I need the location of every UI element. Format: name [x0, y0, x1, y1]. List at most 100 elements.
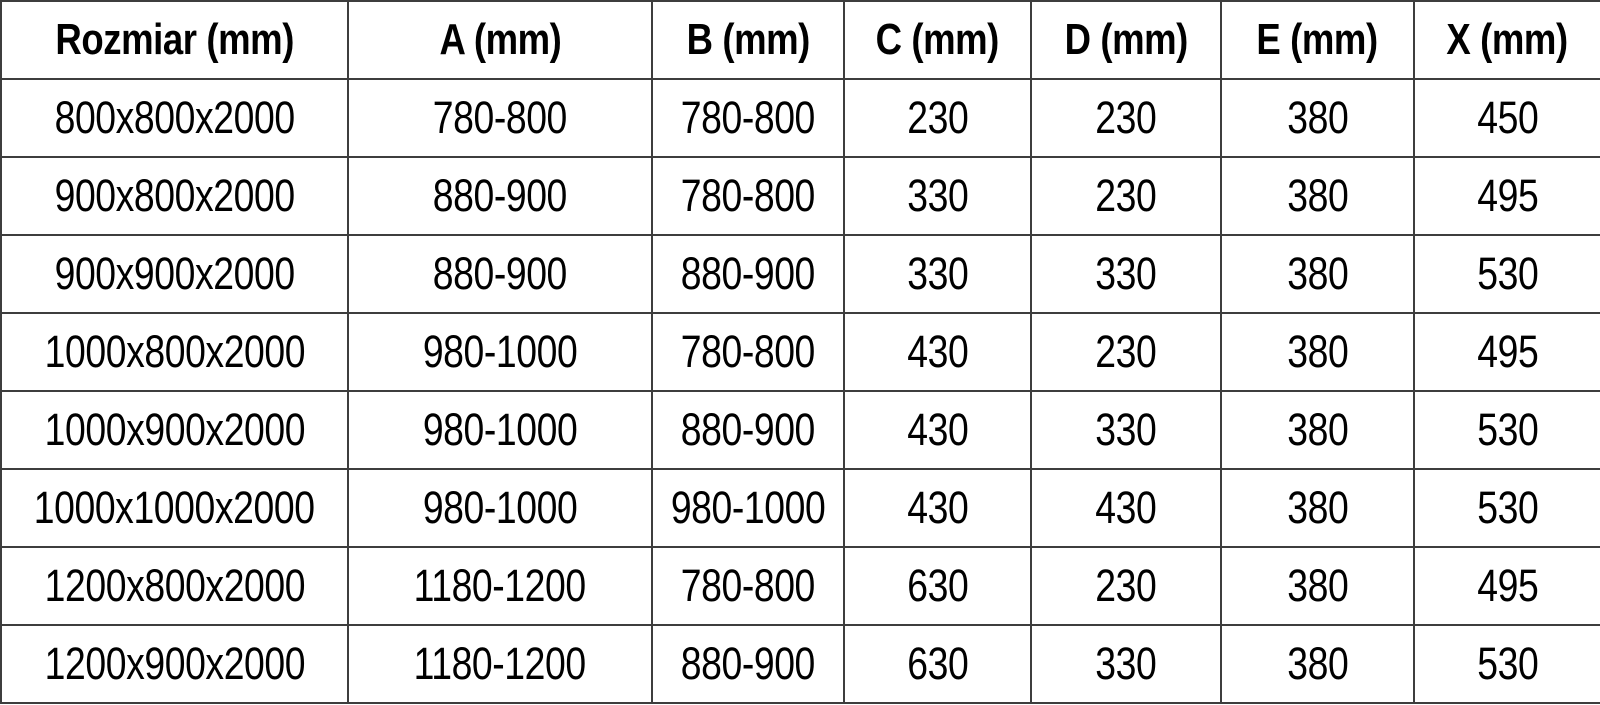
table-cell-e: 380 [1220, 234, 1415, 314]
cell-text: 230 [1095, 170, 1157, 221]
table-cell-c: 430 [843, 468, 1032, 548]
table-cell-b: 780-800 [651, 546, 845, 626]
cell-text: 800x800x2000 [54, 92, 295, 143]
column-header-a: A (mm) [347, 0, 653, 80]
table-cell-d: 230 [1030, 546, 1222, 626]
table-cell-rozmiar: 1000x900x2000 [0, 390, 349, 470]
cell-text: 780-800 [680, 170, 816, 221]
table-cell-c: 630 [843, 624, 1032, 704]
cell-text: 330 [906, 170, 969, 221]
cell-text: 230 [1095, 560, 1157, 611]
table-row: 1000x800x2000 980-1000 780-800 430 230 3… [0, 312, 1600, 392]
table-cell-c: 330 [843, 234, 1032, 314]
cell-text: 1000x1000x2000 [34, 482, 315, 533]
column-header-label: B (mm) [686, 15, 810, 64]
table-cell-rozmiar: 900x900x2000 [0, 234, 349, 314]
table-cell-rozmiar: 900x800x2000 [0, 156, 349, 236]
cell-text: 880-900 [432, 248, 568, 299]
cell-text: 980-1000 [422, 482, 578, 533]
table-cell-c: 230 [843, 78, 1032, 158]
table-cell-rozmiar: 1000x800x2000 [0, 312, 349, 392]
table-cell-rozmiar: 1200x900x2000 [0, 624, 349, 704]
cell-text: 1180-1200 [413, 560, 587, 611]
cell-text: 530 [1476, 482, 1539, 533]
cell-text: 330 [1095, 248, 1157, 299]
table-cell-b: 780-800 [651, 78, 845, 158]
table-cell-d: 230 [1030, 312, 1222, 392]
cell-text: 230 [1095, 92, 1157, 143]
table-cell-e: 380 [1220, 468, 1415, 548]
cell-text: 430 [906, 326, 969, 377]
column-header-label: Rozmiar (mm) [55, 15, 294, 64]
cell-text: 880-900 [680, 404, 816, 455]
cell-text: 1000x800x2000 [44, 326, 305, 377]
cell-text: 780-800 [680, 560, 816, 611]
table-cell-a: 980-1000 [347, 390, 653, 470]
cell-text: 780-800 [432, 92, 568, 143]
cell-text: 780-800 [680, 92, 816, 143]
table-cell-e: 380 [1220, 78, 1415, 158]
table-cell-rozmiar: 1000x1000x2000 [0, 468, 349, 548]
cell-text: 980-1000 [422, 326, 578, 377]
cell-text: 1200x800x2000 [44, 560, 305, 611]
column-header-label: X (mm) [1446, 15, 1569, 64]
cell-text: 630 [906, 638, 969, 689]
table-cell-e: 380 [1220, 390, 1415, 470]
cell-text: 230 [906, 92, 969, 143]
cell-text: 430 [1095, 482, 1157, 533]
table-cell-d: 330 [1030, 624, 1222, 704]
table-cell-b: 880-900 [651, 624, 845, 704]
cell-text: 880-900 [680, 248, 816, 299]
column-header-d: D (mm) [1030, 0, 1222, 80]
table-cell-x: 495 [1413, 546, 1600, 626]
table-cell-a: 980-1000 [347, 468, 653, 548]
cell-text: 980-1000 [670, 482, 826, 533]
cell-text: 980-1000 [422, 404, 578, 455]
cell-text: 630 [906, 560, 969, 611]
table-cell-a: 780-800 [347, 78, 653, 158]
cell-text: 380 [1286, 482, 1349, 533]
cell-text: 380 [1286, 404, 1349, 455]
table-cell-x: 530 [1413, 390, 1600, 470]
cell-text: 380 [1286, 638, 1349, 689]
table-cell-c: 430 [843, 312, 1032, 392]
cell-text: 430 [906, 482, 969, 533]
table-cell-c: 630 [843, 546, 1032, 626]
table-cell-d: 330 [1030, 390, 1222, 470]
cell-text: 1000x900x2000 [44, 404, 305, 455]
column-header-c: C (mm) [843, 0, 1032, 80]
table-cell-d: 230 [1030, 156, 1222, 236]
cell-text: 495 [1476, 326, 1539, 377]
table-cell-b: 880-900 [651, 390, 845, 470]
table-cell-rozmiar: 800x800x2000 [0, 78, 349, 158]
cell-text: 230 [1095, 326, 1157, 377]
table-row: 1000x900x2000 980-1000 880-900 430 330 3… [0, 390, 1600, 470]
table-row: 900x800x2000 880-900 780-800 330 230 380… [0, 156, 1600, 236]
column-header-x: X (mm) [1413, 0, 1600, 80]
cell-text: 880-900 [432, 170, 568, 221]
table-row: 800x800x2000 780-800 780-800 230 230 380… [0, 78, 1600, 158]
table-cell-b: 880-900 [651, 234, 845, 314]
cell-text: 880-900 [680, 638, 816, 689]
cell-text: 380 [1286, 326, 1349, 377]
cell-text: 380 [1286, 170, 1349, 221]
cell-text: 900x800x2000 [54, 170, 295, 221]
table-cell-a: 1180-1200 [347, 546, 653, 626]
column-header-e: E (mm) [1220, 0, 1415, 80]
table-cell-e: 380 [1220, 624, 1415, 704]
column-header-label: C (mm) [875, 15, 1000, 64]
cell-text: 380 [1286, 248, 1349, 299]
table-cell-e: 380 [1220, 546, 1415, 626]
cell-text: 380 [1286, 92, 1349, 143]
table-cell-x: 495 [1413, 156, 1600, 236]
cell-text: 330 [1095, 638, 1157, 689]
table-cell-x: 495 [1413, 312, 1600, 392]
table-cell-x: 530 [1413, 234, 1600, 314]
cell-text: 530 [1476, 248, 1539, 299]
cell-text: 380 [1286, 560, 1349, 611]
cell-text: 430 [906, 404, 969, 455]
cell-text: 1200x900x2000 [44, 638, 305, 689]
table-cell-b: 780-800 [651, 312, 845, 392]
cell-text: 495 [1476, 170, 1539, 221]
